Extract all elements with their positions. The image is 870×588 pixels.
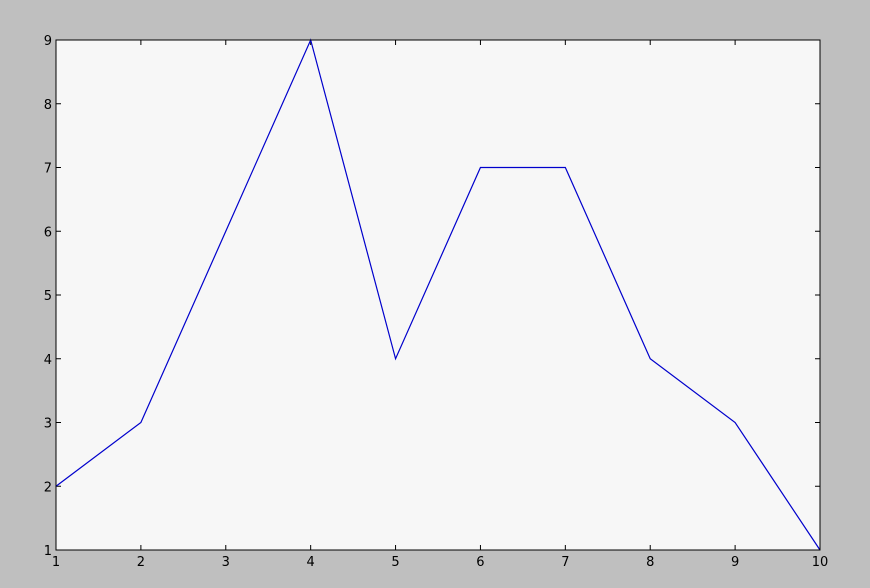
y-tick-label: 7 — [44, 162, 52, 177]
y-tick-label: 3 — [44, 417, 52, 432]
plot-frame — [55, 39, 821, 551]
y-tick-label: 1 — [44, 544, 52, 559]
series-line — [55, 38, 821, 551]
x-tick-label: 6 — [476, 555, 484, 570]
y-tick-label: 4 — [44, 353, 52, 368]
y-tick-label: 2 — [44, 480, 52, 495]
y-tick-label: 6 — [44, 225, 52, 240]
x-tick-label: 2 — [137, 555, 145, 570]
x-tick-label: 3 — [222, 555, 230, 570]
y-tick-label: 5 — [44, 289, 52, 304]
x-tick-label: 9 — [731, 555, 739, 570]
tick-labels: 1 2 3 4 5 6 7 8 9 10 1 2 3 4 5 6 7 8 9 — [44, 34, 829, 570]
y-tick-label: 9 — [44, 34, 52, 49]
plot-area — [56, 40, 820, 550]
x-tick-label: 4 — [307, 555, 315, 570]
x-tick-label: 10 — [812, 555, 829, 570]
x-tick-label: 1 — [52, 555, 60, 570]
series-layer — [55, 38, 821, 551]
x-tick-label: 8 — [646, 555, 654, 570]
x-tick-label: 5 — [391, 555, 399, 570]
x-tick-label: 7 — [561, 555, 569, 570]
y-tick-label: 8 — [44, 98, 52, 113]
